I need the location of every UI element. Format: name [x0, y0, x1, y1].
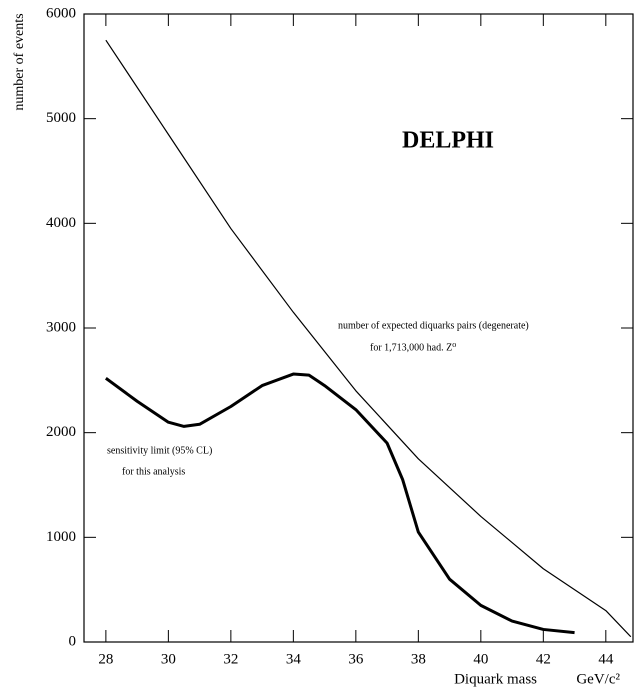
chart-title: DELPHI	[402, 128, 494, 154]
annotation: for this analysis	[122, 466, 185, 477]
y-tick-label: 4000	[46, 215, 76, 231]
y-tick-label: 5000	[46, 110, 76, 126]
annotation: number of expected diquarks pairs (degen…	[338, 320, 529, 331]
y-tick-label: 0	[69, 633, 77, 649]
y-tick-label: 1000	[46, 529, 76, 545]
series-line	[104, 372, 575, 635]
x-tick-label: 32	[223, 651, 238, 667]
x-tick-label: 30	[161, 651, 176, 667]
x-tick-label: 44	[598, 651, 614, 667]
y-tick-label: 2000	[46, 424, 76, 440]
annotation: sensitivity limit (95% CL)	[107, 445, 212, 456]
y-tick-label: 3000	[46, 319, 76, 335]
x-tick-label: 28	[98, 651, 113, 667]
x-tick-label: 40	[473, 651, 488, 667]
annotation: for 1,713,000 had. Z⁰	[370, 342, 456, 353]
x-axis-unit: GeV/c²	[576, 671, 620, 687]
y-tick-label: 6000	[46, 5, 76, 21]
x-tick-label: 38	[411, 651, 426, 667]
x-tick-label: 42	[536, 651, 551, 667]
series-line	[105, 39, 632, 638]
x-axis-label: Diquark mass	[454, 671, 537, 687]
x-tick-label: 34	[286, 651, 302, 667]
y-axis-label: number of events	[12, 13, 27, 110]
x-tick-label: 36	[348, 651, 364, 667]
